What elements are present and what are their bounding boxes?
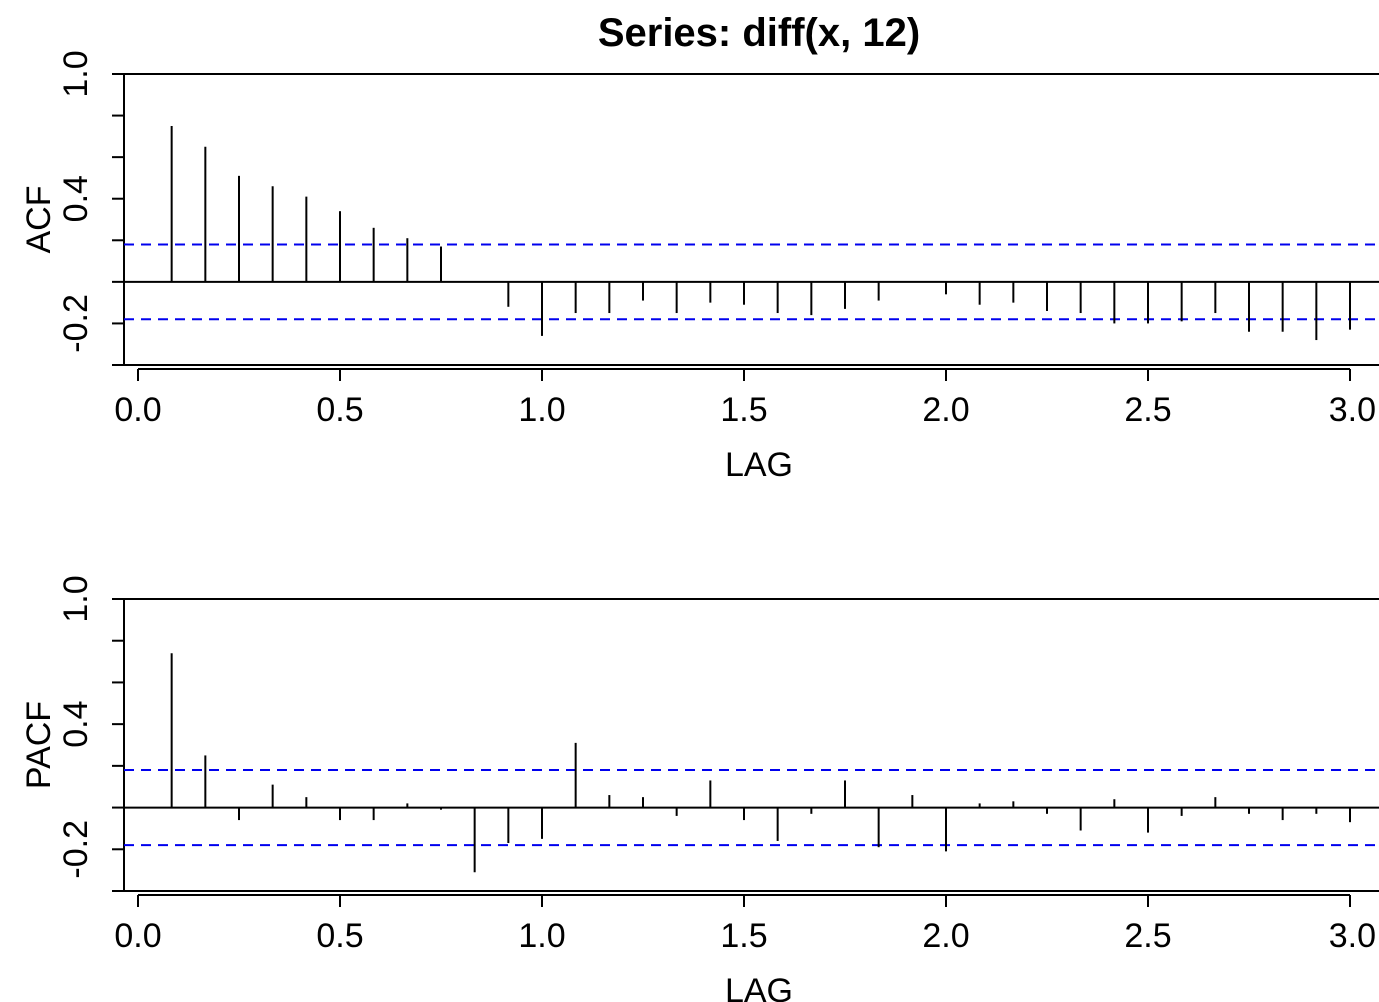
- pacf-x-axis-title: LAG: [725, 972, 793, 1002]
- acf-y-tick-label: -0.2: [57, 294, 95, 353]
- pacf-plot-frame: [123, 598, 1379, 892]
- pacf-x-tick-label: 0.0: [114, 917, 161, 955]
- acf-y-tick-label: 1.0: [57, 50, 95, 97]
- pacf-x-tick-label: 0.5: [316, 917, 363, 955]
- chart-title: Series: diff(x, 12): [598, 11, 920, 55]
- pacf-y-tick-label: -0.2: [57, 820, 95, 879]
- pacf-y-tick-label: 1.0: [57, 575, 95, 622]
- pacf-x-tick-label: 2.5: [1124, 917, 1171, 955]
- acf-x-axis-title: LAG: [725, 446, 793, 484]
- acf-x-tick-label: 0.5: [316, 391, 363, 429]
- pacf-y-axis-title: PACF: [20, 701, 58, 789]
- acf-y-axis-title: ACF: [20, 186, 58, 254]
- pacf-x-tick-label: 3.0: [1329, 917, 1376, 955]
- acf-x-tick-label: 1.5: [720, 391, 767, 429]
- pacf-y-tick-label: 0.4: [57, 701, 95, 748]
- pacf-x-tick-label: 1.0: [518, 917, 565, 955]
- pacf-panel: -0.2 0.4 1.0 PACF 0.0 0.5 1.0 1.5 2.0 2.5 3.0 LAG: [20, 575, 1379, 1002]
- acf-x-tick-label: 2.5: [1124, 391, 1171, 429]
- acf-x-tick-label: 0.0: [114, 391, 161, 429]
- acf-x-tick-label: 1.0: [518, 391, 565, 429]
- acf-y-tick-label: 0.4: [57, 175, 95, 222]
- acf-x-tick-label: 2.0: [922, 391, 969, 429]
- acf-x-tick-label: 3.0: [1329, 391, 1376, 429]
- pacf-x-tick-label: 2.0: [922, 917, 969, 955]
- pacf-x-tick-label: 1.5: [720, 917, 767, 955]
- acf-panel: -0.2 0.4 1.0 ACF 0.0 0.5 1.0 1.5 2.0 2.5 3.0 LAG: [20, 50, 1379, 484]
- acf-plot-frame: [123, 73, 1379, 366]
